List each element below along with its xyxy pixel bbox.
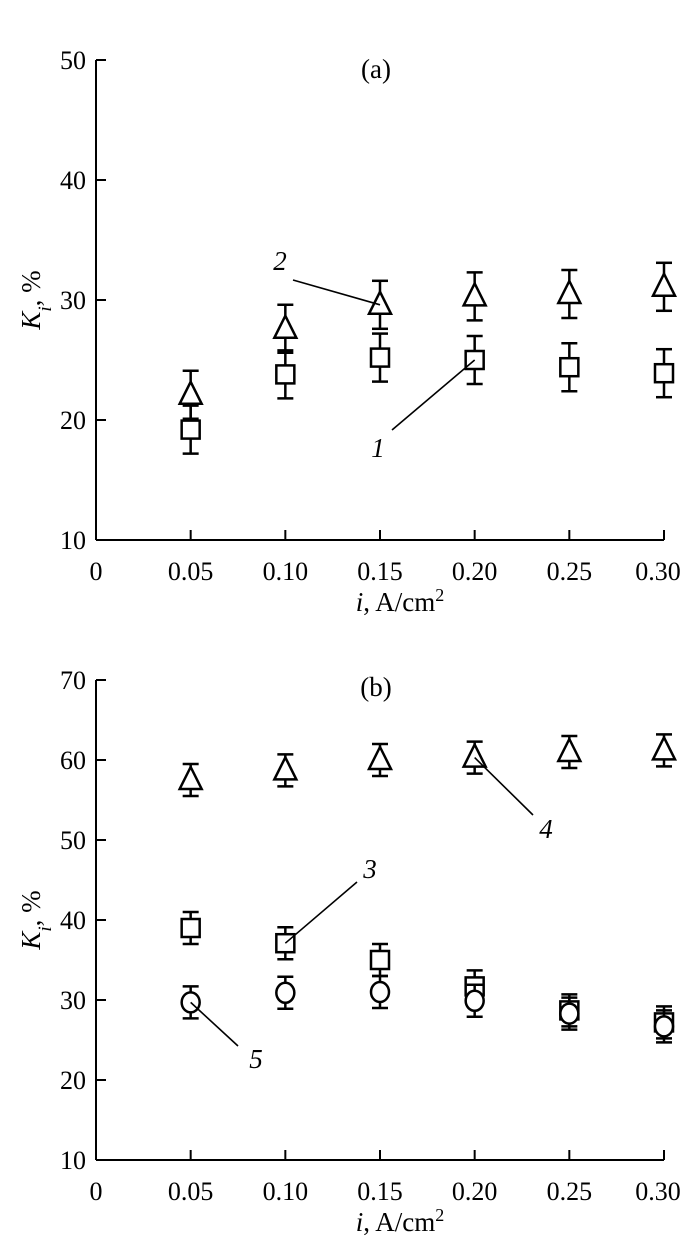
y-tick-label: 30: [60, 286, 86, 315]
data-point-triangle: [650, 271, 678, 298]
x-tick-label: 0.25: [547, 557, 593, 586]
data-point-square: [369, 949, 391, 971]
series-1: [180, 332, 675, 455]
y-axis-label: Ki, %: [16, 890, 56, 950]
y-tick-label: 20: [60, 1066, 86, 1095]
data-point-circle: [653, 1015, 675, 1038]
data-point-triangle: [177, 379, 204, 406]
y-tick-label: 10: [60, 1146, 86, 1175]
data-point-triangle: [272, 313, 299, 340]
y-tick-label: 30: [60, 986, 86, 1015]
y-tick-label: 20: [60, 406, 86, 435]
data-point-circle: [275, 981, 296, 1005]
data-point-triangle: [177, 764, 204, 791]
series-3: [180, 910, 675, 1040]
y-tick-label: 70: [60, 666, 86, 695]
y-tick-label: 50: [60, 826, 86, 855]
y-axis-label: Ki, %: [16, 270, 56, 330]
y-tick-label: 50: [60, 46, 86, 75]
y-tick-label: 10: [60, 526, 86, 555]
curve-label-5: 5: [249, 1044, 263, 1074]
x-tick-label: 0.15: [357, 1177, 403, 1206]
data-point-triangle: [556, 736, 583, 763]
data-point-square: [369, 347, 391, 368]
data-point-triangle: [366, 744, 394, 771]
x-tick-label: 0.05: [168, 1177, 214, 1206]
x-tick-label: 0.30: [635, 557, 681, 586]
chart-panel-a: 10 20 30 40 50 0 0.05 0.10 0.15 0.20 0.25 0.30 (a) i,…: [16, 46, 681, 617]
x-tick-label: 0: [90, 1177, 103, 1206]
data-point-triangle: [461, 280, 488, 307]
data-point-circle: [464, 989, 485, 1013]
annotation-leader: [190, 1001, 239, 1047]
panel-label: (b): [360, 672, 391, 702]
data-point-triangle: [272, 754, 299, 781]
x-tick-label: 0.25: [547, 1177, 593, 1206]
data-point-triangle: [650, 734, 678, 761]
series-2: [177, 261, 678, 421]
x-tick-label: 0.10: [263, 1177, 309, 1206]
data-point-square: [180, 917, 201, 939]
x-tick-label: 0.05: [168, 557, 214, 586]
curve-label-3: 3: [362, 854, 377, 884]
x-tick-label: 0.20: [452, 557, 498, 586]
curve-label-1: 1: [371, 433, 385, 463]
data-point-square: [275, 364, 296, 385]
x-tick-label: 0.10: [263, 557, 309, 586]
data-point-circle: [559, 1002, 580, 1025]
curve-label-4: 4: [539, 814, 553, 844]
x-tick-label: 0.20: [452, 1177, 498, 1206]
annotation-leader: [284, 881, 358, 944]
data-point-triangle: [461, 741, 488, 768]
x-tick-label: 0.15: [357, 557, 403, 586]
x-tick-label: 0.30: [635, 1177, 681, 1206]
data-point-triangle: [556, 278, 583, 305]
data-point-square: [180, 419, 201, 440]
y-tick-label: 40: [60, 166, 86, 195]
data-point-circle: [369, 980, 391, 1004]
series-5: [180, 974, 675, 1044]
x-axis-label: i, A/cm2: [356, 585, 445, 617]
y-tick-label: 40: [60, 906, 86, 935]
y-tick-label: 60: [60, 746, 86, 775]
chart-panel-b: 10 20 30 40 50 60 70 0 0.05 0.10 0.15 0.20 0.25 0.30 (…: [16, 666, 681, 1237]
annotation-leader: [391, 359, 476, 431]
panel-label: (a): [361, 54, 391, 84]
series-4: [177, 733, 678, 798]
curve-label-2: 2: [273, 246, 287, 276]
annotation-leader: [474, 757, 534, 816]
x-tick-label: 0: [90, 557, 103, 586]
annotation-leader: [292, 279, 381, 306]
x-axis-label: i, A/cm2: [356, 1205, 445, 1237]
data-point-square: [653, 362, 675, 384]
data-point-square: [559, 356, 580, 378]
